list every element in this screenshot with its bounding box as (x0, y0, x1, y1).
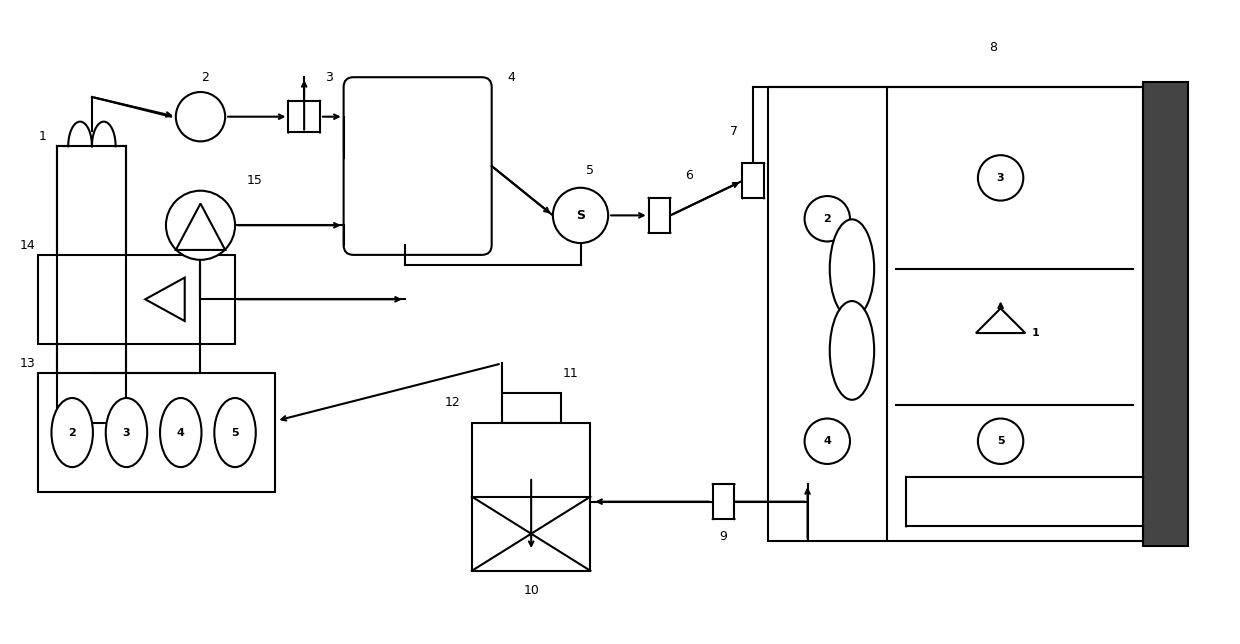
Text: S: S (577, 209, 585, 222)
Bar (37, 255, 236, 344)
Bar (768, 87, 1143, 541)
Text: 13: 13 (20, 357, 36, 370)
Bar (289, 101, 320, 133)
Ellipse shape (105, 398, 148, 467)
Text: 15: 15 (247, 175, 263, 187)
Bar (37, 374, 274, 492)
Ellipse shape (160, 398, 201, 467)
Circle shape (176, 92, 226, 142)
Bar (713, 484, 734, 519)
Text: 9: 9 (719, 530, 728, 543)
Text: 14: 14 (20, 238, 36, 252)
Polygon shape (145, 278, 185, 321)
Polygon shape (176, 204, 226, 250)
Text: 6: 6 (686, 169, 693, 182)
Text: 5: 5 (997, 436, 1004, 446)
Circle shape (166, 191, 236, 260)
Circle shape (805, 196, 849, 242)
Ellipse shape (215, 398, 255, 467)
Text: 4: 4 (177, 428, 185, 437)
FancyBboxPatch shape (343, 77, 492, 255)
Text: 5: 5 (231, 428, 239, 437)
Ellipse shape (830, 301, 874, 400)
Bar (1143, 82, 1188, 546)
Text: 7: 7 (729, 125, 738, 138)
Circle shape (553, 188, 608, 243)
Circle shape (978, 155, 1023, 200)
Text: 1: 1 (1032, 328, 1039, 338)
Text: 8: 8 (990, 41, 997, 54)
Polygon shape (976, 308, 1025, 333)
Bar (57, 146, 126, 422)
Circle shape (978, 419, 1023, 464)
Text: 12: 12 (444, 397, 460, 410)
Text: 1: 1 (38, 130, 47, 143)
Text: 10: 10 (523, 584, 539, 597)
Bar (501, 393, 560, 422)
Bar (906, 477, 1143, 526)
Text: 3: 3 (123, 428, 130, 437)
Ellipse shape (830, 220, 874, 318)
Bar (649, 198, 671, 232)
Circle shape (805, 419, 849, 464)
Bar (743, 164, 764, 198)
Text: 2: 2 (201, 71, 210, 84)
Text: 5: 5 (587, 164, 594, 178)
Bar (472, 422, 590, 571)
Text: 3: 3 (997, 173, 1004, 183)
Text: 4: 4 (507, 71, 516, 84)
Text: 2: 2 (68, 428, 76, 437)
Text: 4: 4 (823, 436, 831, 446)
Ellipse shape (51, 398, 93, 467)
Text: 2: 2 (823, 214, 831, 223)
Text: 3: 3 (325, 71, 332, 84)
Text: 11: 11 (563, 367, 579, 380)
